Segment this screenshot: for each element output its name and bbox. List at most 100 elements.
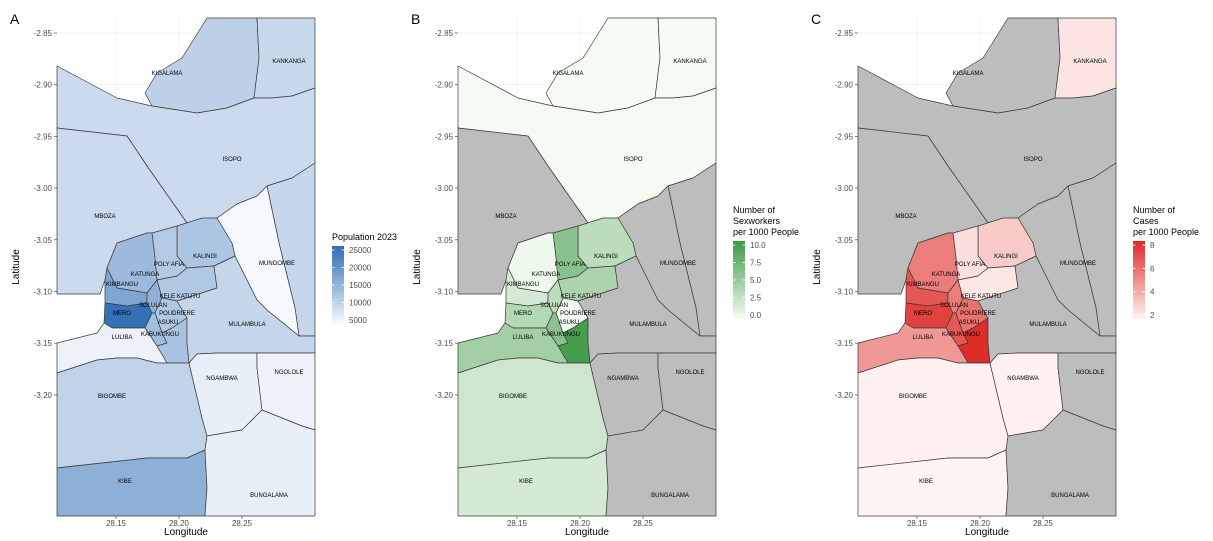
region-label-bigombe: BIGOMBE — [98, 394, 126, 400]
panel-letter: A — [10, 11, 20, 27]
x-tick-label: 28.15 — [106, 519, 127, 528]
y-axis-title: Latitude — [11, 249, 22, 285]
y-tick-label: -2.85 — [835, 29, 854, 38]
region-label-isopo: ISOPO — [222, 157, 241, 163]
region-label-kele-katutu: KELE KATUTU — [961, 294, 1002, 300]
region-label-mulambula: MULAMBULA — [1029, 322, 1066, 328]
legend-tick-label: 15000 — [349, 281, 372, 290]
region-label-ngambwa: NGAMBWA — [607, 376, 638, 382]
regions: KIGALAMA KANKANGA ISOPO MBOZA MUNGOMBE KALING… — [858, 18, 1116, 516]
region-label-ngolole: NGOLOLE — [675, 370, 704, 376]
legend-tick-label: 5000 — [349, 316, 367, 325]
region-kankanga — [655, 18, 716, 98]
region-label-ngolole: NGOLOLE — [1075, 370, 1104, 376]
region-label-kimbangu: KIMBANGU — [907, 282, 939, 288]
region-bigombe — [458, 358, 608, 468]
legend-tick-label: 6 — [1150, 264, 1155, 273]
x-axis-title: Longitude — [565, 527, 609, 538]
region-label-luliba: LULIBA — [513, 335, 534, 341]
legend-title: Number of — [733, 205, 776, 215]
y-tick-label: -2.85 — [34, 29, 53, 38]
y-tick-label: -3.10 — [34, 288, 53, 297]
y-tick-label: -3.20 — [435, 391, 454, 400]
region-label-kele-katutu: KELE KATUTU — [561, 294, 602, 300]
regions: KIGALAMA KANKANGA ISOPO MBOZA MUNGOMBE KALING… — [57, 18, 315, 516]
legend-tick-label: 7.5 — [750, 259, 762, 268]
y-tick-label: -3.15 — [34, 339, 53, 348]
region-label-kalingi: KALINGI — [994, 254, 1018, 260]
region-label-katunga: KATUNGA — [932, 272, 961, 278]
region-label-mboza: MBOZA — [94, 214, 115, 220]
legend-title: per 1000 People — [1133, 227, 1199, 237]
legend-title: Number of — [1133, 205, 1176, 215]
region-label-kimbangu: KIMBANGU — [106, 282, 138, 288]
region-label-bungalama: BUNGALAMA — [250, 493, 288, 499]
region-label-kabukungu: KABUKUNGU — [942, 332, 980, 338]
y-tick-label: -3.10 — [435, 288, 454, 297]
region-label-kabukungu: KABUKUNGU — [542, 332, 580, 338]
legend: Population 2023250002000015000100005000 — [332, 232, 397, 325]
region-label-kigalama: KIGALAMA — [953, 71, 984, 77]
legend-title: Population 2023 — [332, 232, 397, 242]
region-label-kankanga: KANKANGA — [673, 59, 706, 65]
region-kigalama — [946, 18, 1060, 113]
y-tick-label: -3.00 — [435, 184, 454, 193]
region-label-katunga: KATUNGA — [532, 272, 561, 278]
region-label-bigombe: BIGOMBE — [499, 394, 527, 400]
y-tick-label: -3.05 — [34, 236, 53, 245]
y-tick-label: -3.05 — [835, 236, 854, 245]
legend-title: per 1000 People — [733, 227, 799, 237]
region-label-isopo: ISOPO — [1023, 157, 1042, 163]
region-label-mungombe: MUNGOMBE — [259, 261, 295, 267]
legend-title: Cases — [1133, 216, 1159, 226]
region-label-kankanga: KANKANGA — [1073, 59, 1106, 65]
legend-tick-label: 2 — [1150, 311, 1155, 320]
panel-letter: B — [411, 11, 420, 27]
region-label-asuku: ASUKU — [158, 320, 179, 326]
y-tick-label: -2.95 — [435, 132, 454, 141]
region-kankanga — [254, 18, 315, 98]
region-label-kankanga: KANKANGA — [272, 59, 305, 65]
region-label-solulan: SOLULAN — [540, 303, 568, 309]
region-label-poly-afia: POLY AFIA — [955, 262, 985, 268]
x-tick-label: 28.25 — [1033, 519, 1054, 528]
region-label-solulan: SOLULAN — [940, 303, 968, 309]
x-tick-label: 28.25 — [633, 519, 654, 528]
region-label-kibe: KIBE — [118, 479, 132, 485]
x-tick-label: 28.15 — [907, 519, 928, 528]
region-label-kalingi: KALINGI — [193, 254, 217, 260]
x-axis-title: Longitude — [164, 527, 208, 538]
legend-tick-label: 5.0 — [750, 276, 762, 285]
legend-tick-label: 8 — [1150, 241, 1155, 250]
region-bigombe — [57, 358, 207, 468]
region-label-mboza: MBOZA — [495, 214, 516, 220]
y-axis-title: Latitude — [412, 249, 423, 285]
map-panel-b: B KIGALAMA KANKANGA ISOPO MBOZA MUNGOMBE KALIN… — [411, 11, 799, 538]
region-label-bungalama: BUNGALAMA — [651, 493, 689, 499]
y-tick-label: -3.00 — [835, 184, 854, 193]
legend: Number ofSexworkersper 1000 People10.07.… — [733, 205, 799, 320]
region-label-kibe: KIBE — [519, 479, 533, 485]
legend-tick-label: 25000 — [349, 246, 372, 255]
y-tick-label: -3.05 — [435, 236, 454, 245]
legend-tick-label: 0.0 — [750, 311, 762, 320]
region-label-bungalama: BUNGALAMA — [1051, 493, 1089, 499]
legend-tick-label: 4 — [1150, 288, 1155, 297]
region-label-asuku: ASUKU — [959, 320, 980, 326]
x-tick-label: 28.15 — [507, 519, 528, 528]
region-label-luliba: LULIBA — [913, 335, 934, 341]
region-label-mulambula: MULAMBULA — [228, 322, 265, 328]
region-label-mungombe: MUNGOMBE — [1060, 261, 1096, 267]
region-label-katunga: KATUNGA — [131, 272, 160, 278]
y-tick-label: -3.15 — [835, 339, 854, 348]
region-kankanga — [1055, 18, 1116, 98]
x-axis-title: Longitude — [965, 527, 1009, 538]
region-label-mulambula: MULAMBULA — [629, 322, 666, 328]
y-tick-label: -2.90 — [435, 81, 454, 90]
region-label-kibe: KIBE — [919, 479, 933, 485]
legend-tick-label: 10.0 — [750, 241, 766, 250]
region-label-kigalama: KIGALAMA — [152, 71, 183, 77]
y-tick-label: -2.95 — [835, 132, 854, 141]
y-tick-label: -3.15 — [435, 339, 454, 348]
